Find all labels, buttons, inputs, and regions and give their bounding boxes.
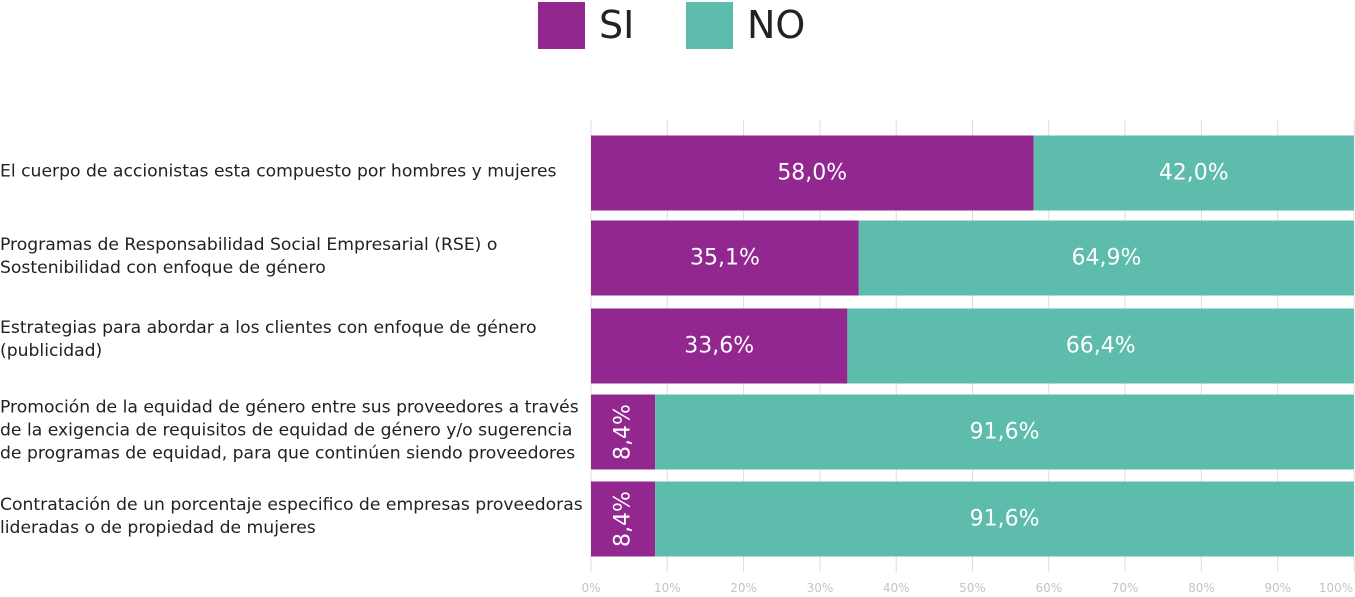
x-tick-label: 80% — [1188, 581, 1215, 595]
x-tick-label: 50% — [959, 581, 986, 595]
category-labels: El cuerpo de accionistas esta compuesto … — [0, 0, 590, 597]
category-label: El cuerpo de accionistas esta compuesto … — [0, 161, 557, 182]
category-label: Contratación de un porcentaje especifico… — [0, 495, 583, 538]
bars: 58,0% 42,0% 35,1% 64,9% 33,6% 66,4% 8,4% 91,6% 8… — [591, 135, 1354, 557]
bar-si — [591, 394, 656, 470]
data-label: 58,0% — [777, 161, 847, 186]
bar-si — [591, 135, 1034, 211]
x-tick-label: 40% — [883, 581, 910, 595]
x-tick-label: 20% — [730, 581, 757, 595]
category-label: Promoción de la equidad de género entre … — [0, 397, 579, 464]
data-label: 66,4% — [1066, 334, 1136, 359]
x-tick-label: 10% — [654, 581, 681, 595]
x-tick-label: 100% — [1319, 581, 1353, 595]
category-label: Programas de Responsabilidad Social Empr… — [0, 235, 498, 278]
legend-swatch-no — [686, 2, 733, 49]
bar-no — [655, 481, 1354, 557]
bar-si — [591, 481, 656, 557]
legend-swatch-si — [538, 2, 585, 49]
data-label: 64,9% — [1071, 246, 1141, 271]
data-label: 35,1% — [690, 246, 760, 271]
data-label: 8,4% — [611, 491, 636, 547]
legend: SI NO — [0, 0, 1355, 60]
x-tick-label: 70% — [1112, 581, 1139, 595]
category-label: Estrategias para abordar a los clientes … — [0, 318, 537, 361]
x-tick-label: 30% — [807, 581, 834, 595]
bar-no — [858, 220, 1354, 296]
x-tick-label: 0% — [581, 581, 600, 595]
x-axis-ticks: 0% 10% 20% 30% 40% 50% 60% 70% 80% 90% 100% — [581, 581, 1353, 595]
legend-label-no: NO — [747, 3, 806, 47]
bar-no — [847, 308, 1354, 384]
bar-si — [591, 308, 848, 384]
bar-no — [655, 394, 1354, 470]
data-label: 91,6% — [970, 420, 1040, 445]
x-tick-label: 60% — [1035, 581, 1062, 595]
bar-no — [1033, 135, 1354, 211]
data-label: 33,6% — [684, 334, 754, 359]
data-label: 8,4% — [611, 404, 636, 460]
bar-si — [591, 220, 859, 296]
x-tick-label: 90% — [1264, 581, 1291, 595]
data-label: 42,0% — [1159, 161, 1229, 186]
legend-label-si: SI — [599, 3, 635, 47]
data-label: 91,6% — [970, 507, 1040, 532]
